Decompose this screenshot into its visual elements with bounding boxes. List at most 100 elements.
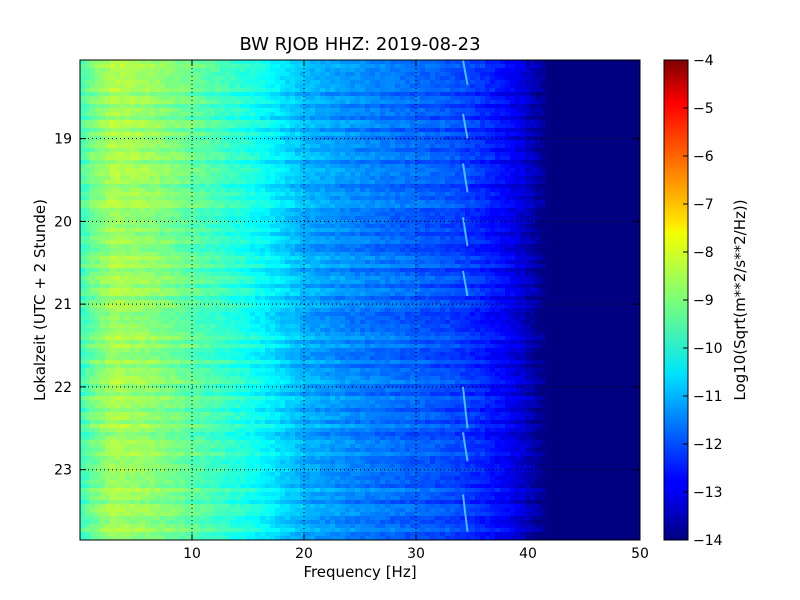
heatmap-cell	[285, 140, 291, 145]
heatmap-cell	[320, 136, 326, 141]
heatmap-cell	[175, 216, 181, 221]
heatmap-cell	[530, 204, 536, 209]
heatmap-cell	[130, 104, 136, 109]
heatmap-cell	[525, 192, 531, 197]
heatmap-cell	[95, 124, 101, 129]
heatmap-cell	[160, 92, 166, 97]
heatmap-cell	[115, 84, 121, 89]
heatmap-cell	[370, 152, 376, 157]
heatmap-cell	[565, 160, 571, 165]
heatmap-cell	[240, 60, 246, 65]
heatmap-cell	[415, 224, 421, 229]
heatmap-cell	[115, 224, 121, 229]
heatmap-cell	[455, 180, 461, 185]
heatmap-cell	[460, 224, 466, 229]
heatmap-cell	[470, 64, 476, 69]
heatmap-cell	[240, 220, 246, 225]
heatmap-cell	[110, 168, 116, 173]
heatmap-cell	[215, 112, 221, 117]
heatmap-cell	[455, 140, 461, 145]
heatmap-cell	[350, 192, 356, 197]
heatmap-cell	[585, 80, 591, 85]
heatmap-cell	[625, 204, 631, 209]
heatmap-cell	[80, 92, 86, 97]
heatmap-cell	[585, 184, 591, 189]
heatmap-cell	[230, 212, 236, 217]
heatmap-cell	[445, 204, 451, 209]
heatmap-cell	[440, 76, 446, 81]
heatmap-cell	[505, 96, 511, 101]
heatmap-cell	[290, 188, 296, 193]
heatmap-cell	[340, 228, 346, 233]
heatmap-cell	[80, 152, 86, 157]
heatmap-cell	[125, 184, 131, 189]
heatmap-cell	[495, 84, 501, 89]
heatmap-cell	[290, 192, 296, 197]
heatmap-cell	[525, 172, 531, 177]
heatmap-cell	[220, 112, 226, 117]
heatmap-cell	[450, 224, 456, 229]
heatmap-cell	[585, 224, 591, 229]
heatmap-cell	[500, 80, 506, 85]
heatmap-cell	[185, 72, 191, 77]
heatmap-cell	[110, 104, 116, 109]
heatmap-cell	[315, 80, 321, 85]
heatmap-cell	[615, 116, 621, 121]
heatmap-cell	[85, 60, 91, 65]
heatmap-cell	[570, 172, 576, 177]
heatmap-cell	[435, 68, 441, 73]
heatmap-cell	[180, 236, 186, 241]
heatmap-cell	[590, 228, 596, 233]
heatmap-cell	[500, 96, 506, 101]
heatmap-cell	[335, 176, 341, 181]
heatmap-cell	[490, 124, 496, 129]
heatmap-cell	[290, 68, 296, 73]
heatmap-cell	[500, 108, 506, 113]
heatmap-cell	[610, 104, 616, 109]
heatmap-cell	[270, 100, 276, 105]
heatmap-cell	[350, 144, 356, 149]
heatmap-cell	[420, 148, 426, 153]
heatmap-cell	[600, 188, 606, 193]
heatmap-cell	[125, 180, 131, 185]
heatmap-cell	[90, 148, 96, 153]
heatmap-cell	[610, 216, 616, 221]
heatmap-cell	[510, 180, 516, 185]
heatmap-cell	[300, 212, 306, 217]
heatmap-cell	[400, 80, 406, 85]
heatmap-cell	[605, 116, 611, 121]
heatmap-cell	[620, 124, 626, 129]
heatmap-cell	[560, 168, 566, 173]
heatmap-cell	[515, 164, 521, 169]
heatmap-cell	[80, 60, 86, 65]
heatmap-cell	[570, 100, 576, 105]
heatmap-cell	[300, 232, 306, 237]
heatmap-cell	[335, 152, 341, 157]
heatmap-cell	[245, 144, 251, 149]
heatmap-cell	[585, 104, 591, 109]
heatmap-cell	[280, 212, 286, 217]
heatmap-cell	[500, 76, 506, 81]
heatmap-cell	[635, 92, 640, 97]
heatmap-cell	[600, 116, 606, 121]
heatmap-cell	[485, 220, 491, 225]
heatmap-cell	[500, 124, 506, 129]
heatmap-cell	[175, 132, 181, 137]
heatmap-cell	[95, 112, 101, 117]
heatmap-cell	[220, 76, 226, 81]
heatmap-cell	[240, 180, 246, 185]
heatmap-cell	[275, 164, 281, 169]
heatmap-cell	[220, 128, 226, 133]
heatmap-cell	[115, 156, 121, 161]
heatmap-cell	[365, 140, 371, 145]
heatmap-cell	[245, 104, 251, 109]
heatmap-cell	[525, 176, 531, 181]
heatmap-cell	[615, 224, 621, 229]
heatmap-cell	[100, 180, 106, 185]
heatmap-cell	[340, 96, 346, 101]
heatmap-cell	[80, 164, 86, 169]
heatmap-cell	[115, 148, 121, 153]
heatmap-cell	[335, 100, 341, 105]
heatmap-cell	[315, 160, 321, 165]
heatmap-cell	[175, 176, 181, 181]
